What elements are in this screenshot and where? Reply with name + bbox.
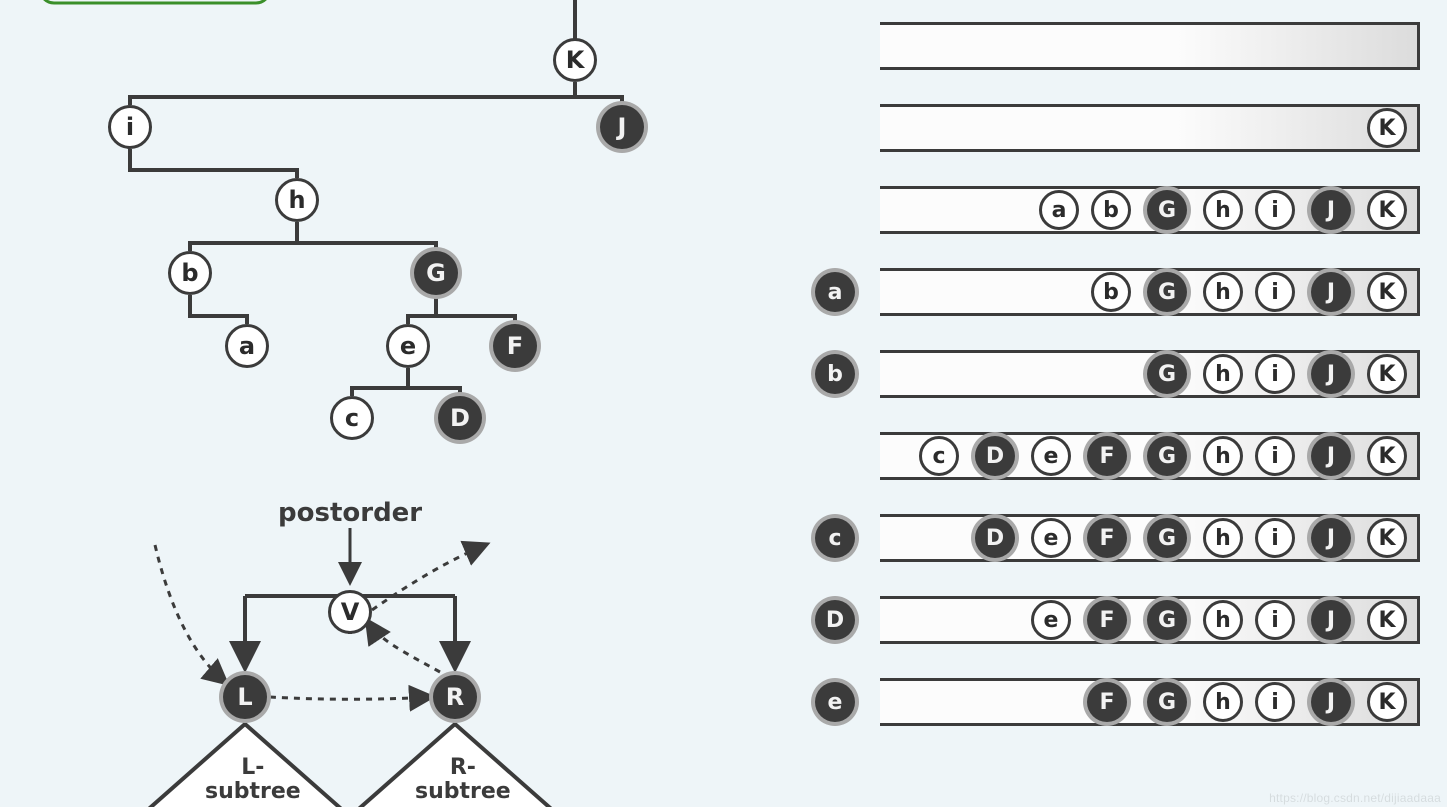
token-G: G xyxy=(1143,596,1191,644)
node-c: c xyxy=(330,396,374,440)
token-K: K xyxy=(1367,436,1407,476)
stack-row-3: bGhiJK xyxy=(880,268,1420,316)
token-h: h xyxy=(1203,272,1243,312)
stack-row-2: abGhiJK xyxy=(880,186,1420,234)
node-b: b xyxy=(168,251,212,295)
token-J: J xyxy=(1307,350,1355,398)
stack-row-8: FGhiJK xyxy=(880,678,1420,726)
right-panel: KabGhiJKbGhiJKaGhiJKbcDeFGhiJKDeFGhiJKce… xyxy=(765,0,1447,807)
token-h: h xyxy=(1203,354,1243,394)
token-c: c xyxy=(919,436,959,476)
node-F: F xyxy=(489,320,541,372)
token-F: F xyxy=(1083,596,1131,644)
token-F: F xyxy=(1083,432,1131,480)
token-h: h xyxy=(1203,682,1243,722)
token-K: K xyxy=(1367,518,1407,558)
node-J: J xyxy=(596,101,648,153)
token-h: h xyxy=(1203,518,1243,558)
token-b: b xyxy=(1091,272,1131,312)
stack-row-5: cDeFGhiJK xyxy=(880,432,1420,480)
token-J: J xyxy=(1307,514,1355,562)
token-J: J xyxy=(1307,186,1355,234)
token-G: G xyxy=(1143,268,1191,316)
stack-row-4: GhiJK xyxy=(880,350,1420,398)
popped-token-D: D xyxy=(811,596,859,644)
popped-token-b: b xyxy=(811,350,859,398)
token-e: e xyxy=(1031,600,1071,640)
token-e: e xyxy=(1031,436,1071,476)
node-L: L xyxy=(219,671,271,723)
token-G: G xyxy=(1143,186,1191,234)
token-b: b xyxy=(1091,190,1131,230)
token-J: J xyxy=(1307,678,1355,726)
token-J: J xyxy=(1307,596,1355,644)
token-D: D xyxy=(971,514,1019,562)
node-e: e xyxy=(386,324,430,368)
stack-row-6: DeFGhiJK xyxy=(880,514,1420,562)
token-i: i xyxy=(1255,272,1295,312)
token-G: G xyxy=(1143,514,1191,562)
node-G: G xyxy=(410,247,462,299)
token-G: G xyxy=(1143,432,1191,480)
stack-row-1: K xyxy=(880,104,1420,152)
watermark: https://blog.csdn.net/dijiaadaaa xyxy=(1269,791,1441,805)
token-K: K xyxy=(1367,682,1407,722)
token-F: F xyxy=(1083,514,1131,562)
token-D: D xyxy=(971,432,1019,480)
left-panel: Ki Jh b Ga e Fc D postorder V L R L- subtree R- … xyxy=(0,0,765,807)
token-a: a xyxy=(1039,190,1079,230)
r-subtree-label: R- subtree xyxy=(415,756,511,804)
popped-token-e: e xyxy=(811,678,859,726)
token-K: K xyxy=(1367,108,1407,148)
token-h: h xyxy=(1203,600,1243,640)
token-i: i xyxy=(1255,518,1295,558)
token-i: i xyxy=(1255,682,1295,722)
popped-token-c: c xyxy=(811,514,859,562)
token-K: K xyxy=(1367,600,1407,640)
l-subtree-label: L- subtree xyxy=(205,756,301,804)
node-h: h xyxy=(275,178,319,222)
node-R: R xyxy=(429,671,481,723)
postorder-label: postorder xyxy=(278,498,422,528)
token-h: h xyxy=(1203,436,1243,476)
token-e: e xyxy=(1031,518,1071,558)
token-i: i xyxy=(1255,354,1295,394)
token-G: G xyxy=(1143,678,1191,726)
token-G: G xyxy=(1143,350,1191,398)
node-K: K xyxy=(553,38,597,82)
node-i: i xyxy=(108,105,152,149)
node-a: a xyxy=(225,324,269,368)
node-D: D xyxy=(434,392,486,444)
stack-row-0 xyxy=(880,22,1420,70)
stack-row-7: eFGhiJK xyxy=(880,596,1420,644)
token-F: F xyxy=(1083,678,1131,726)
token-i: i xyxy=(1255,190,1295,230)
token-K: K xyxy=(1367,354,1407,394)
token-i: i xyxy=(1255,436,1295,476)
token-i: i xyxy=(1255,600,1295,640)
token-K: K xyxy=(1367,272,1407,312)
popped-token-a: a xyxy=(811,268,859,316)
token-J: J xyxy=(1307,432,1355,480)
token-K: K xyxy=(1367,190,1407,230)
node-V: V xyxy=(328,590,372,634)
token-h: h xyxy=(1203,190,1243,230)
token-J: J xyxy=(1307,268,1355,316)
